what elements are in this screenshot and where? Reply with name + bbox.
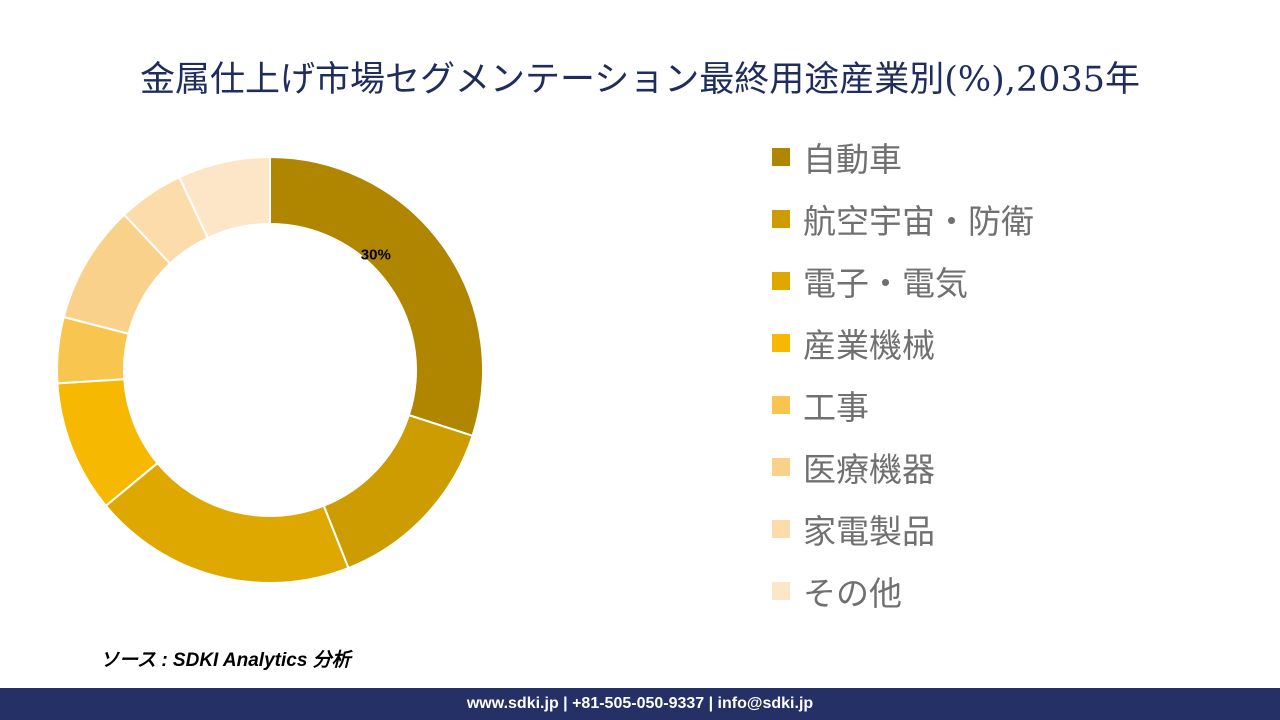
donut-slice-1 — [322, 413, 474, 570]
legend-label: 医療機器 — [803, 450, 935, 489]
legend-item-5: 医療機器 — [772, 436, 1034, 498]
legend-label: 電子・電気 — [803, 264, 968, 303]
legend-label: その他 — [803, 574, 902, 613]
legend-item-7: その他 — [772, 560, 1034, 622]
legend-swatch — [772, 396, 790, 414]
legend-item-4: 工事 — [772, 374, 1034, 436]
legend-label: 航空宇宙・防衛 — [803, 202, 1034, 241]
legend-swatch — [772, 210, 790, 228]
legend-swatch — [772, 272, 790, 290]
legend-swatch — [772, 520, 790, 538]
chart-title: 金属仕上げ市場セグメンテーション最終用途産業別(%),2035年 — [139, 60, 1141, 100]
legend-item-3: 産業機械 — [772, 312, 1034, 374]
donut-slice-7 — [177, 155, 271, 240]
legend-swatch — [772, 458, 790, 476]
donut-slice-2 — [104, 461, 350, 584]
legend-swatch — [772, 148, 790, 166]
donut-slice-0 — [269, 155, 484, 438]
legend-item-1: 航空宇宙・防衛 — [772, 188, 1034, 250]
legend-swatch — [772, 582, 790, 600]
legend-swatch — [772, 334, 790, 352]
footer-bar: www.sdki.jp | +81-505-050-9337 | info@sd… — [0, 688, 1280, 720]
legend-item-2: 電子・電気 — [772, 250, 1034, 312]
legend-label: 工事 — [803, 388, 869, 427]
chart-legend: 自動車航空宇宙・防衛 電子・電気産業機械工事医療機器家電製品その他 — [772, 126, 1034, 622]
legend-item-0: 自動車 — [772, 126, 1034, 188]
donut-chart: 30% — [56, 155, 484, 584]
legend-label: 自動車 — [803, 140, 902, 179]
legend-label: 産業機械 — [803, 326, 935, 365]
legend-label: 家電製品 — [803, 512, 935, 551]
slice-data-label-0: 30% — [361, 246, 391, 263]
source-note: ソース : SDKI Analytics 分析 — [100, 650, 351, 671]
legend-item-6: 家電製品 — [772, 498, 1034, 560]
